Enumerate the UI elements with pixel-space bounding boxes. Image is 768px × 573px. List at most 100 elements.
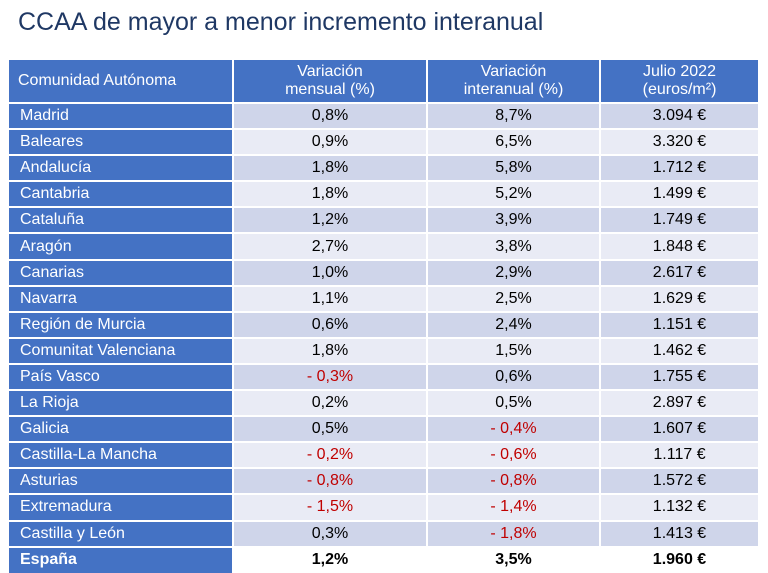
page-title: CCAA de mayor a menor incremento interan… [18,8,544,36]
cell-monthly-variation: - 0,3% [233,362,428,391]
cell-monthly-variation: - 0,8% [233,467,428,495]
cell-price: 1.117 € [600,441,760,469]
table-row: Comunitat Valenciana 1,8% 1,5% 1.462 € [9,336,760,364]
cell-community: La Rioja [9,389,234,417]
cell-monthly-variation: 1,1% [233,284,428,312]
cell-price: 2.617 € [600,258,760,286]
table-row: Madrid 0,8% 8,7% 3.094 € [9,101,760,130]
cell-price: 1.607 € [600,415,760,443]
cell-community: Aragón [9,232,234,260]
cell-community: País Vasco [9,362,234,391]
cell-monthly-variation: 0,6% [233,310,428,338]
column-header-monthly-line2: mensual (%) [285,81,375,98]
cell-price: 2.897 € [600,389,760,417]
table-row: País Vasco - 0,3% 0,6% 1.755 € [9,362,760,391]
cell-price: 1.151 € [600,310,760,338]
table-row: Región de Murcia 0,6% 2,4% 1.151 € [9,310,760,338]
table-row: Galicia 0,5% - 0,4% 1.607 € [9,415,760,443]
cell-yearly-variation: 2,4% [427,310,601,338]
cell-community: Castilla y León [9,519,234,547]
cell-community: Comunitat Valenciana [9,336,234,364]
cell-community: Andalucía [9,154,234,182]
cell-price: 1.413 € [600,519,760,547]
table-row: La Rioja 0,2% 0,5% 2.897 € [9,389,760,417]
cell-monthly-variation: 0,8% [233,101,428,130]
cell-price: 1.629 € [600,284,760,312]
cell-yearly-variation: 2,9% [427,258,601,286]
cell-community: Castilla-La Mancha [9,441,234,469]
cell-monthly-variation: 0,9% [233,128,428,156]
cell-yearly-variation: 5,2% [427,180,601,208]
cell-community: Cataluña [9,206,234,234]
cell-monthly-variation: - 0,2% [233,441,428,469]
cell-community: Canarias [9,258,234,286]
cell-price: 1.755 € [600,362,760,391]
column-header-price-line2: (euros/m²) [642,81,717,98]
cell-monthly-variation: 0,3% [233,519,428,547]
cell-price: 3.094 € [600,101,760,130]
table-row: Andalucía 1,8% 5,8% 1.712 € [9,154,760,182]
cell-monthly-variation: 0,2% [233,389,428,417]
cell-price: 1.749 € [600,206,760,234]
cell-monthly-variation: 2,7% [233,232,428,260]
cell-community: Cantabria [9,180,234,208]
cell-community: Baleares [9,128,234,156]
cell-yearly-variation: 0,6% [427,362,601,391]
cell-price: 1.572 € [600,467,760,495]
table-row: Castilla y León 0,3% - 1,8% 1.413 € [9,519,760,547]
cell-monthly-variation: 1,8% [233,180,428,208]
cell-price: 1.462 € [600,336,760,364]
cell-yearly-variation: 3,9% [427,206,601,234]
table-row: Asturias - 0,8% - 0,8% 1.572 € [9,467,760,495]
cell-community: Madrid [9,101,234,130]
cell-price: 1.960 € [600,545,760,573]
table-header-row: Comunidad Autónoma Variación mensual (%)… [9,60,760,103]
cell-yearly-variation: 1,5% [427,336,601,364]
column-header-community: Comunidad Autónoma [9,60,234,103]
column-header-yearly-line2: interanual (%) [463,81,564,98]
cell-community: Extremadura [9,493,234,521]
cell-community: Asturias [9,467,234,495]
cell-monthly-variation: 1,8% [233,154,428,182]
cell-price: 1.499 € [600,180,760,208]
cell-monthly-variation: 1,2% [233,206,428,234]
column-header-yearly: Variación interanual (%) [427,60,601,103]
cell-monthly-variation: 1,2% [233,545,428,573]
table-row: Cantabria 1,8% 5,2% 1.499 € [9,180,760,208]
table-row: Cataluña 1,2% 3,9% 1.749 € [9,206,760,234]
cell-community: Galicia [9,415,234,443]
cell-yearly-variation: 8,7% [427,101,601,130]
column-header-price: Julio 2022 (euros/m²) [600,60,760,103]
cell-price: 3.320 € [600,128,760,156]
cell-price: 1.132 € [600,493,760,521]
table-row: Canarias 1,0% 2,9% 2.617 € [9,258,760,286]
cell-yearly-variation: - 1,8% [427,519,601,547]
cell-monthly-variation: - 1,5% [233,493,428,521]
cell-monthly-variation: 0,5% [233,415,428,443]
column-header-community-label: Comunidad Autónoma [18,72,177,89]
table-row: Baleares 0,9% 6,5% 3.320 € [9,128,760,156]
cell-yearly-variation: 0,5% [427,389,601,417]
table-row: Extremadura - 1,5% - 1,4% 1.132 € [9,493,760,521]
cell-yearly-variation: 6,5% [427,128,601,156]
cell-monthly-variation: 1,0% [233,258,428,286]
table-body: Madrid 0,8% 8,7% 3.094 € Baleares 0,9% 6,5% 3.3… [9,101,760,573]
cell-yearly-variation: - 0,6% [427,441,601,469]
table-row: Aragón 2,7% 3,8% 1.848 € [9,232,760,260]
column-header-price-line1: Julio 2022 [643,63,716,80]
cell-price: 1.712 € [600,154,760,182]
column-header-monthly: Variación mensual (%) [233,60,428,103]
cell-community: Región de Murcia [9,310,234,338]
cell-yearly-variation: - 0,8% [427,467,601,495]
cell-yearly-variation: - 1,4% [427,493,601,521]
table-row-total: España 1,2% 3,5% 1.960 € [9,545,760,573]
cell-yearly-variation: 2,5% [427,284,601,312]
cell-yearly-variation: 3,8% [427,232,601,260]
price-table: Comunidad Autónoma Variación mensual (%)… [9,60,760,573]
cell-yearly-variation: 3,5% [427,545,601,573]
cell-price: 1.848 € [600,232,760,260]
column-header-monthly-line1: Variación [297,63,363,80]
cell-yearly-variation: 5,8% [427,154,601,182]
cell-yearly-variation: - 0,4% [427,415,601,443]
cell-monthly-variation: 1,8% [233,336,428,364]
